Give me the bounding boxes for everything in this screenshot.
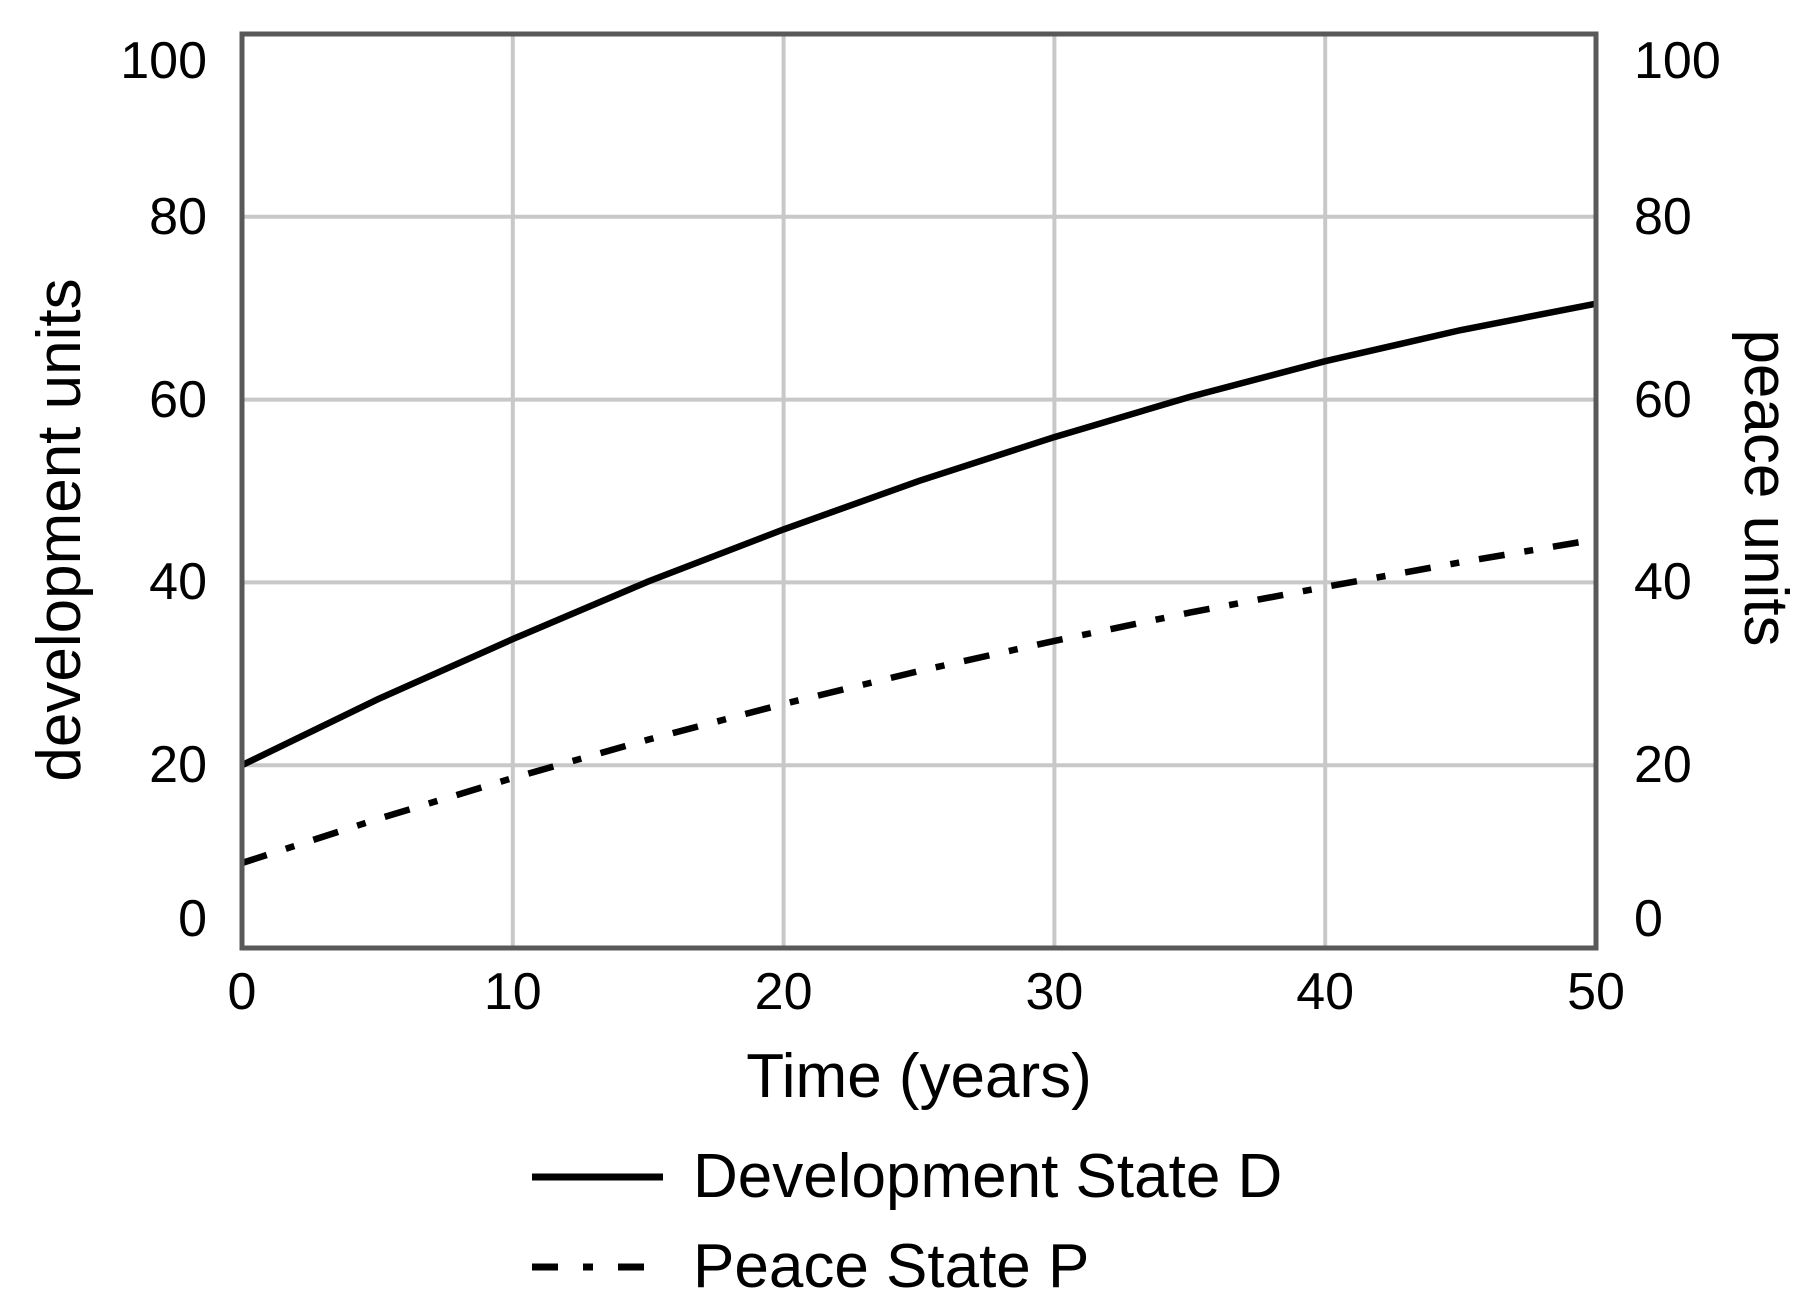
y-right-tick: 0 <box>1634 890 1663 948</box>
series-line-dashdot <box>240 536 1597 867</box>
legend-label: Development State D <box>693 1142 1283 1211</box>
y-left-tick: 60 <box>149 370 207 429</box>
y-right-axis-title: peace units <box>1731 329 1800 647</box>
x-tick: 50 <box>1567 963 1625 1021</box>
y-left-tick: 0 <box>178 890 207 948</box>
x-tick: 0 <box>227 963 257 1021</box>
y-left-tick: 100 <box>120 32 207 90</box>
y-right-tick: 100 <box>1634 32 1721 90</box>
series-line-solid <box>240 300 1597 769</box>
gridlines <box>242 34 1596 948</box>
y-left-tick: 20 <box>149 736 207 795</box>
solid-line-swatch-icon <box>532 1173 663 1181</box>
x-tick: 30 <box>1025 963 1084 1021</box>
y-right-tick: 40 <box>1634 553 1692 612</box>
y-right-tick: 60 <box>1634 370 1692 429</box>
dashdot-line-swatch-icon <box>532 1263 663 1271</box>
x-tick: 20 <box>754 963 813 1021</box>
x-tick: 40 <box>1296 963 1355 1021</box>
y-left-tick: 80 <box>149 187 207 246</box>
legend-label: Peace State P <box>693 1232 1090 1301</box>
legend-item-peace: Peace State P <box>532 1236 1089 1298</box>
series-lines <box>240 300 1597 867</box>
x-axis-title: Time (years) <box>746 1042 1092 1111</box>
y-right-tick: 20 <box>1634 736 1692 795</box>
y-left-axis-title: development units <box>25 278 94 782</box>
plot-frame <box>239 31 1599 951</box>
x-tick: 10 <box>483 963 542 1021</box>
y-left-tick: 40 <box>149 553 207 612</box>
y-right-tick: 80 <box>1634 187 1692 246</box>
legend-item-development: Development State D <box>532 1146 1282 1208</box>
